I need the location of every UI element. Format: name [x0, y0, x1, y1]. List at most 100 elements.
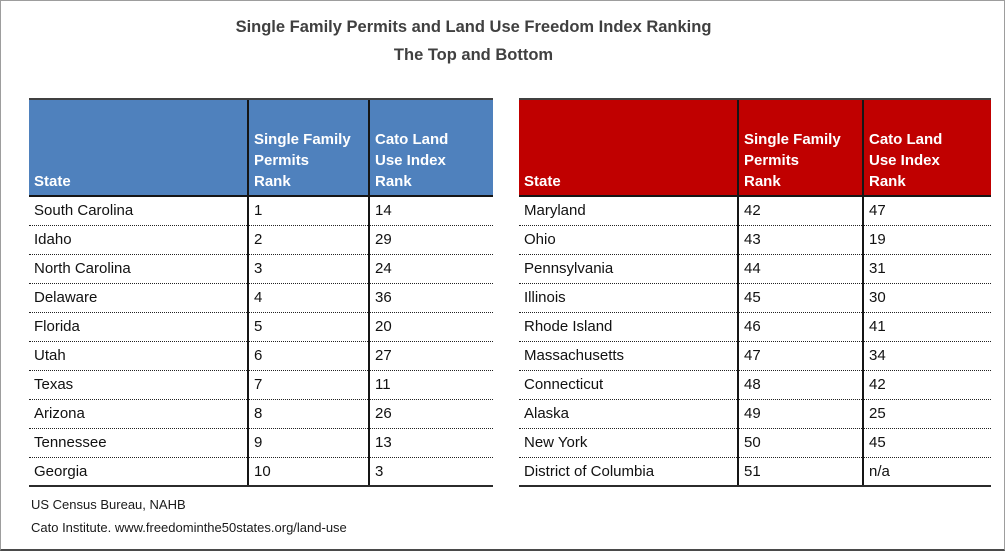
permits-rank-cell: 45 [737, 283, 863, 313]
cato-rank-cell: 3 [368, 457, 493, 487]
bottom-table-header: State Single Family Permits Rank Cato La… [519, 98, 991, 197]
cato-rank-cell: 13 [368, 428, 493, 458]
table-row: Illinois 45 30 [519, 283, 991, 313]
column-header-cato-rank: Cato Land Use Index Rank [368, 98, 493, 197]
state-cell: South Carolina [29, 196, 248, 226]
permits-rank-cell: 49 [737, 399, 863, 429]
state-cell: Ohio [519, 225, 738, 255]
state-cell: Delaware [29, 283, 248, 313]
table-row: Delaware 4 36 [29, 283, 493, 313]
state-cell: Texas [29, 370, 248, 400]
cato-rank-cell: 26 [368, 399, 493, 429]
permits-rank-cell: 6 [247, 341, 369, 371]
table-row: Ohio 43 19 [519, 225, 991, 255]
cato-rank-cell: 14 [368, 196, 493, 226]
cato-rank-cell: 19 [862, 225, 991, 255]
table-row: North Carolina 3 24 [29, 254, 493, 284]
cato-rank-cell: 20 [368, 312, 493, 342]
permits-rank-cell: 8 [247, 399, 369, 429]
permits-rank-cell: 5 [247, 312, 369, 342]
title-line-1: Single Family Permits and Land Use Freed… [235, 18, 712, 36]
cato-rank-cell: 47 [862, 196, 991, 226]
permits-rank-cell: 2 [247, 225, 369, 255]
table-row: Texas 7 11 [29, 370, 493, 400]
permits-rank-cell: 3 [247, 254, 369, 284]
cato-rank-cell: 11 [368, 370, 493, 400]
permits-rank-cell: 48 [737, 370, 863, 400]
table-row: Arizona 8 26 [29, 399, 493, 429]
source-notes: US Census Bureau, NAHB Cato Institute. w… [31, 493, 1004, 539]
state-cell: Idaho [29, 225, 248, 255]
permits-rank-cell: 7 [247, 370, 369, 400]
cato-rank-cell: 41 [862, 312, 991, 342]
state-cell: Maryland [519, 196, 738, 226]
source-line-1: US Census Bureau, NAHB [31, 497, 186, 512]
state-cell: Pennsylvania [519, 254, 738, 284]
column-header-state: State [29, 98, 248, 197]
state-cell: District of Columbia [519, 457, 738, 487]
state-cell: Alaska [519, 399, 738, 429]
state-cell: Connecticut [519, 370, 738, 400]
permits-rank-cell: 51 [737, 457, 863, 487]
permits-rank-cell: 44 [737, 254, 863, 284]
table-row: South Carolina 1 14 [29, 196, 493, 226]
cato-rank-cell: 24 [368, 254, 493, 284]
state-cell: Tennessee [29, 428, 248, 458]
tables-row: State Single Family Permits Rank Cato La… [29, 98, 1004, 487]
figure-title: Single Family Permits and Land Use Freed… [1, 1, 946, 69]
cato-rank-cell: 30 [862, 283, 991, 313]
state-cell: Georgia [29, 457, 248, 487]
permits-rank-cell: 10 [247, 457, 369, 487]
header-row: State Single Family Permits Rank Cato La… [519, 98, 991, 197]
title-line-2: The Top and Bottom [393, 46, 554, 64]
table-row: Connecticut 48 42 [519, 370, 991, 400]
top-table-body: South Carolina 1 14 Idaho 2 29 North Carolina 3… [29, 196, 493, 487]
cato-rank-cell: 45 [862, 428, 991, 458]
permits-rank-cell: 1 [247, 196, 369, 226]
cato-rank-cell: 34 [862, 341, 991, 371]
state-cell: New York [519, 428, 738, 458]
bottom-states-table: State Single Family Permits Rank Cato La… [519, 98, 991, 487]
table-row: Rhode Island 46 41 [519, 312, 991, 342]
state-cell: Rhode Island [519, 312, 738, 342]
permits-rank-cell: 47 [737, 341, 863, 371]
table-row: Idaho 2 29 [29, 225, 493, 255]
cato-rank-cell: 42 [862, 370, 991, 400]
table-row: Maryland 42 47 [519, 196, 991, 226]
permits-rank-cell: 50 [737, 428, 863, 458]
state-cell: North Carolina [29, 254, 248, 284]
source-line-2: Cato Institute. www.freedominthe50states… [31, 520, 347, 535]
table-row: Florida 5 20 [29, 312, 493, 342]
cato-rank-cell: 36 [368, 283, 493, 313]
permits-rank-cell: 43 [737, 225, 863, 255]
permits-rank-cell: 46 [737, 312, 863, 342]
state-cell: Utah [29, 341, 248, 371]
top-states-table: State Single Family Permits Rank Cato La… [29, 98, 493, 487]
column-header-permits-rank: Single Family Permits Rank [737, 98, 863, 197]
state-cell: Illinois [519, 283, 738, 313]
state-cell: Florida [29, 312, 248, 342]
table-row: Georgia 10 3 [29, 457, 493, 487]
header-row: State Single Family Permits Rank Cato La… [29, 98, 493, 197]
column-header-cato-rank: Cato Land Use Index Rank [862, 98, 991, 197]
column-header-state: State [519, 98, 738, 197]
bottom-table-body: Maryland 42 47 Ohio 43 19 Pennsylvania 44 31 Illi… [519, 196, 991, 487]
cato-rank-cell: 29 [368, 225, 493, 255]
top-table-header: State Single Family Permits Rank Cato La… [29, 98, 493, 197]
permits-rank-cell: 4 [247, 283, 369, 313]
table-row: Massachusetts 47 34 [519, 341, 991, 371]
cato-rank-cell: 25 [862, 399, 991, 429]
permits-rank-cell: 9 [247, 428, 369, 458]
cato-rank-cell: 27 [368, 341, 493, 371]
column-header-permits-rank: Single Family Permits Rank [247, 98, 369, 197]
table-row: Pennsylvania 44 31 [519, 254, 991, 284]
table-row: District of Columbia 51 n/a [519, 457, 991, 487]
table-row: Alaska 49 25 [519, 399, 991, 429]
state-cell: Arizona [29, 399, 248, 429]
table-row: Tennessee 9 13 [29, 428, 493, 458]
table-row: New York 50 45 [519, 428, 991, 458]
cato-rank-cell: 31 [862, 254, 991, 284]
table-row: Utah 6 27 [29, 341, 493, 371]
permits-rank-cell: 42 [737, 196, 863, 226]
